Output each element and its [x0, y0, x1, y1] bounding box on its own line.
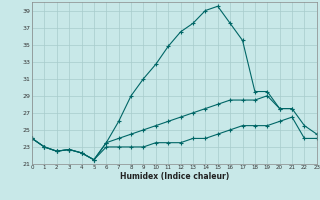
X-axis label: Humidex (Indice chaleur): Humidex (Indice chaleur): [120, 172, 229, 181]
